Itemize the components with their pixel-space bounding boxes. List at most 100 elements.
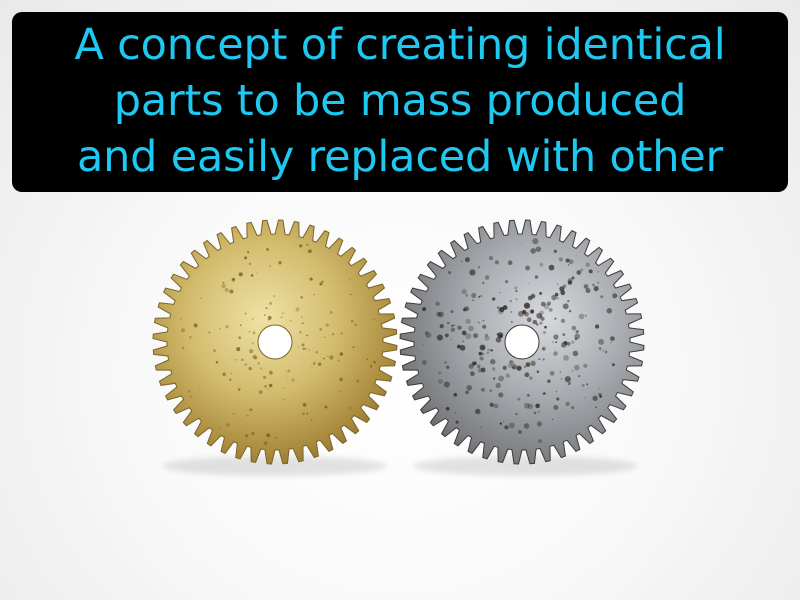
brass-gear-speckle — [267, 387, 269, 390]
steel-gear-speckle — [465, 390, 469, 395]
brass-gear-speckle — [317, 362, 322, 367]
brass-gear-speckle — [338, 390, 341, 393]
brass-gear-speckle — [181, 346, 185, 350]
steel-gear-speckle — [498, 382, 500, 385]
steel-gear-speckle — [549, 370, 555, 376]
steel-gear-speckle — [536, 312, 543, 319]
brass-gear-speckle — [295, 307, 300, 312]
steel-gear-speckle — [482, 324, 487, 329]
steel-gear-speckle — [450, 327, 456, 332]
steel-gear-speckle — [548, 308, 553, 312]
steel-gear-speckle — [525, 362, 531, 367]
steel-gear-speckle — [448, 271, 452, 274]
steel-gear-speckle — [482, 281, 485, 285]
steel-gear-speckle — [537, 410, 540, 413]
steel-gear-speckle — [464, 257, 470, 263]
steel-gear-center-hole — [504, 324, 540, 360]
steel-gear-speckle — [493, 403, 499, 409]
brass-gear-speckle — [248, 330, 251, 333]
caption-line-1: A concept of creating identical — [74, 20, 726, 70]
steel-gear-speckle — [499, 292, 501, 294]
brass-gear-speckle — [323, 357, 325, 360]
steel-gear-speckle — [541, 346, 546, 351]
brass-gear-speckle — [226, 423, 230, 427]
brass-gear-speckle — [229, 289, 234, 294]
brass-gear-speckle — [339, 377, 344, 382]
steel-gear-speckle — [461, 330, 467, 336]
brass-gear-speckle — [264, 385, 267, 388]
brass-gear-speckle — [248, 366, 252, 371]
steel-gear-speckle — [525, 265, 531, 271]
steel-gear-speckle — [477, 265, 481, 269]
brass-gear-speckle — [246, 414, 249, 417]
brass-gear-speckle — [324, 405, 328, 409]
steel-gear-speckle — [422, 360, 427, 365]
steel-gear-speckle — [523, 423, 530, 429]
steel-gear-speckle — [553, 334, 559, 340]
brass-gear-speckle — [268, 383, 273, 388]
steel-gear-speckle — [592, 395, 598, 401]
steel-gear-speckle — [571, 276, 575, 280]
steel-gear-speckle — [535, 323, 539, 326]
brass-gear-speckle — [285, 370, 287, 373]
steel-gear-speckle — [443, 381, 450, 388]
brass-gear-speckle — [251, 431, 255, 436]
brass-gear-speckle — [199, 297, 203, 300]
brass-gear-speckle — [299, 331, 302, 334]
steel-gear-speckle — [495, 337, 502, 343]
steel-gear-speckle — [469, 269, 476, 276]
steel-gear-speckle — [565, 258, 570, 263]
brass-gear-speckle — [229, 378, 232, 381]
brass-gear-speckle — [199, 388, 201, 390]
steel-gear-speckle — [583, 363, 588, 368]
steel-gear-speckle — [540, 301, 546, 307]
brass-gear-speckle — [326, 355, 329, 358]
steel-gear-speckle — [533, 411, 537, 415]
brass-gear-speckle — [309, 277, 313, 281]
steel-gear-speckle — [436, 334, 443, 341]
steel-gear-speckle — [535, 403, 540, 409]
steel-gear-speckle — [547, 379, 551, 383]
brass-gear-speckle — [356, 379, 360, 383]
brass-gear-speckle — [238, 336, 242, 340]
steel-gear-speckle — [484, 333, 488, 337]
brass-gear-speckle — [252, 354, 257, 359]
steel-gear-speckle — [512, 366, 515, 369]
brass-gear-speckle — [354, 323, 357, 327]
steel-gear-speckle — [555, 341, 558, 344]
steel-gear-speckle — [422, 343, 424, 345]
steel-gear-speckle — [586, 383, 589, 386]
brass-gear-speckle — [282, 398, 285, 401]
steel-gear-speckle — [542, 330, 547, 335]
steel-gear-speckle — [526, 317, 532, 323]
caption-banner: A concept of creating identical parts to… — [12, 12, 788, 192]
steel-gear-speckle — [526, 393, 530, 397]
steel-gear-speckle — [509, 360, 514, 365]
steel-gear-speckle — [466, 384, 473, 391]
steel-gear-speckle — [504, 280, 509, 284]
steel-gear-speckle — [465, 293, 469, 297]
steel-gear-speckle — [437, 378, 443, 385]
steel-gear-speckle — [524, 365, 526, 368]
brass-gear-speckle — [313, 293, 316, 296]
brass-gear-speckle — [308, 249, 312, 254]
brass-gear-speckle — [266, 433, 271, 438]
steel-gear-speckle — [488, 256, 494, 261]
steel-gear-speckle — [465, 318, 471, 325]
brass-gear-speckle — [249, 408, 253, 412]
brass-gear-speckle — [325, 323, 329, 327]
brass-gear-speckle — [373, 318, 375, 321]
steel-gear-speckle — [551, 341, 554, 344]
steel-gear-speckle — [459, 344, 466, 351]
steel-gear-speckle — [560, 378, 563, 380]
steel-gear-speckle — [547, 301, 551, 306]
brass-gear-speckle — [193, 323, 198, 328]
steel-gear-speckle — [435, 301, 440, 306]
steel-gear-speckle — [583, 284, 589, 289]
brass-gear-speckle — [215, 361, 219, 364]
steel-gear-speckle — [515, 290, 518, 293]
steel-gear-speckle — [598, 347, 602, 351]
steel-gear-speckle — [445, 365, 450, 370]
steel-gear-speckle — [562, 333, 566, 337]
steel-gear-speckle — [556, 283, 559, 285]
